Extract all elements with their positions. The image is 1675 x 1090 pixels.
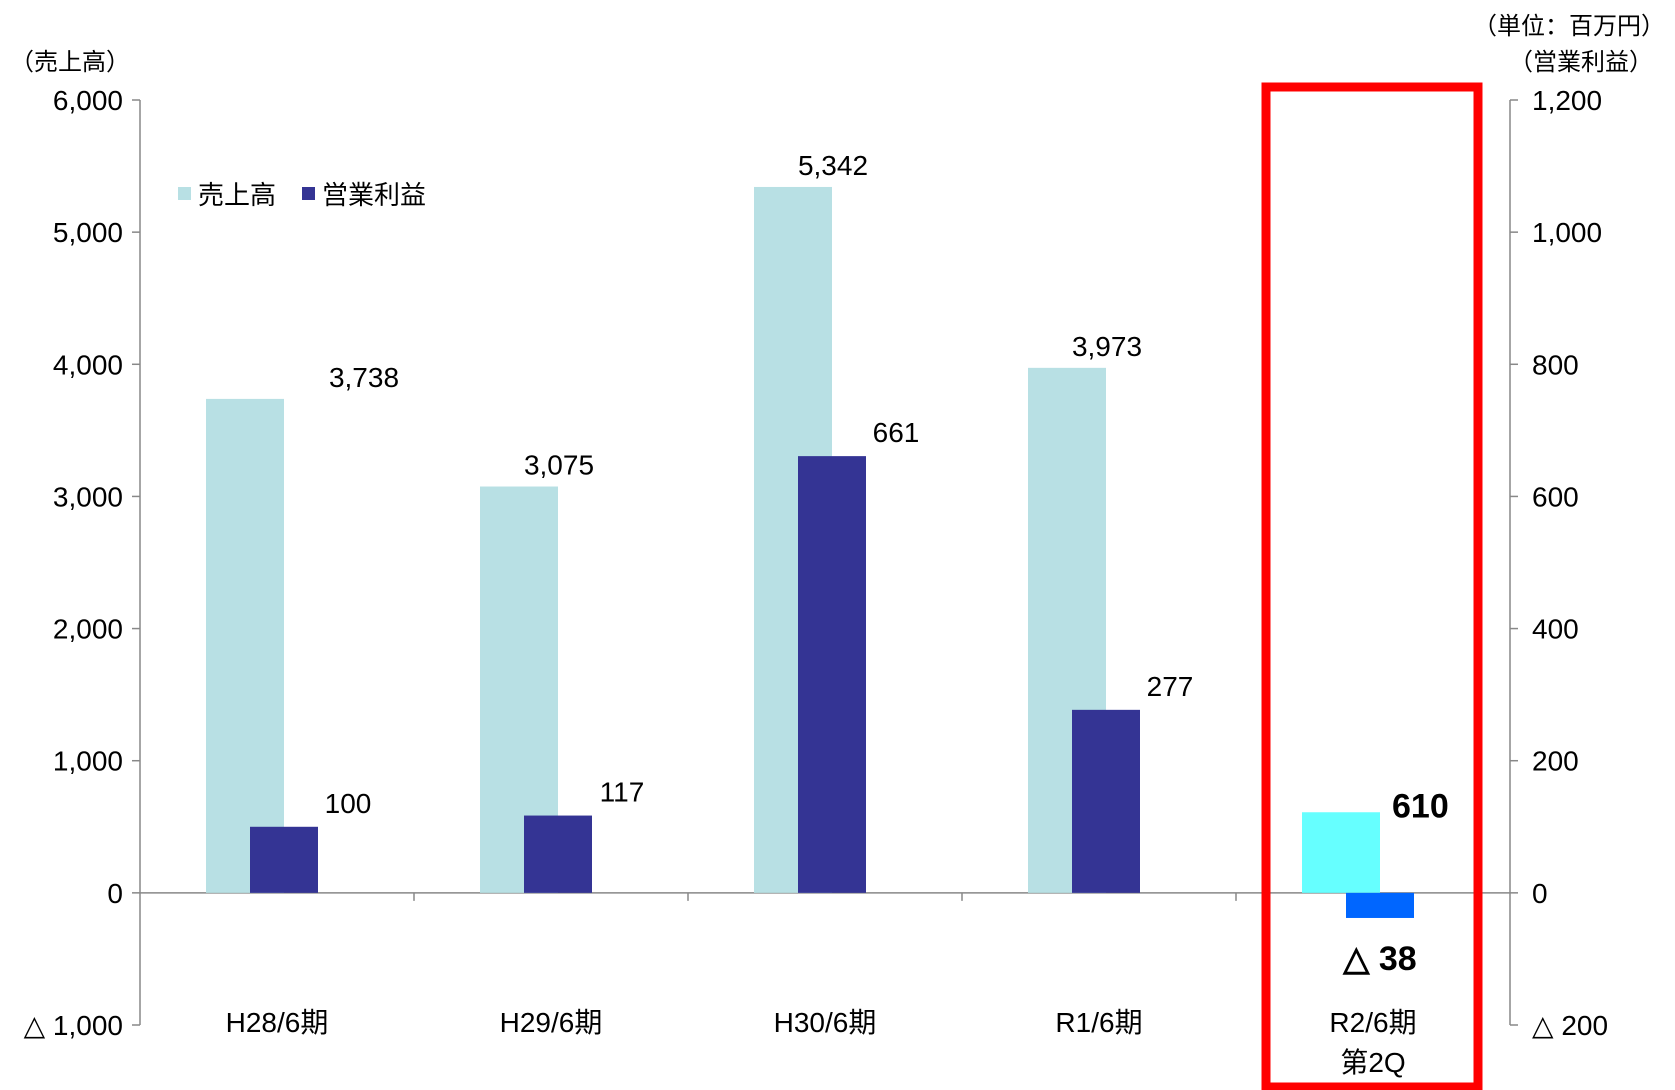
category-label: 第2Q <box>1340 1047 1405 1078</box>
sales-data-label: 3,075 <box>524 450 594 481</box>
left-axis-tick-label: 4,000 <box>53 349 123 380</box>
operating-profit-bar <box>250 826 318 893</box>
right-axis-tick-label: 1,000 <box>1532 217 1602 248</box>
operating-profit-data-label: 277 <box>1147 671 1194 702</box>
legend-label-sales: 売上高 <box>198 181 277 211</box>
right-axis-tick-label: 600 <box>1532 481 1579 512</box>
left-axis-tick-label: 2,000 <box>53 614 123 645</box>
legend-swatch-sales <box>178 187 191 200</box>
sales-bar <box>206 398 284 893</box>
left-axis-title: （売上高） <box>10 48 130 76</box>
sales-data-label: 5,342 <box>798 150 868 181</box>
category-label: R1/6期 <box>1055 1007 1142 1038</box>
right-axis-tick-label: 800 <box>1532 349 1579 380</box>
operating-profit-bar <box>1072 709 1140 893</box>
operating-profit-data-label: 117 <box>600 777 645 808</box>
right-axis-tick-label: 1,200 <box>1532 85 1602 116</box>
category-label: R2/6期 <box>1329 1007 1416 1038</box>
left-axis-tick-label: 5,000 <box>53 217 123 248</box>
operating-profit-data-label: 100 <box>325 788 372 819</box>
right-axis-tick-label: 0 <box>1532 878 1548 909</box>
sales-data-label: 3,973 <box>1072 331 1142 362</box>
legend-item-sales: 売上高 <box>178 175 276 212</box>
operating-profit-bar <box>798 456 866 893</box>
operating-profit-bar <box>524 815 592 893</box>
left-axis-tick-label: △ 1,000 <box>24 1010 123 1041</box>
legend-label-operating-profit: 営業利益 <box>322 181 427 211</box>
left-axis-tick-label: 0 <box>107 878 123 909</box>
right-axis-tick-label: 200 <box>1532 746 1579 777</box>
category-label: H29/6期 <box>500 1007 603 1038</box>
highlight-box <box>1261 82 1483 1090</box>
category-label: H28/6期 <box>226 1007 329 1038</box>
sales-data-label: 610 <box>1392 787 1449 825</box>
legend-swatch-operating-profit <box>302 187 316 200</box>
operating-profit-data-label: 661 <box>873 417 920 448</box>
left-axis-tick-label: 6,000 <box>53 85 123 116</box>
operating-profit-data-label: △ 38 <box>1342 940 1416 978</box>
left-axis-tick-label: 1,000 <box>53 746 123 777</box>
operating-profit-bar <box>1346 892 1414 918</box>
sales-bar <box>1302 812 1380 893</box>
right-axis-tick-label: △ 200 <box>1532 1010 1608 1041</box>
unit-label: （単位：百万円） <box>1473 12 1665 40</box>
category-label: H30/6期 <box>774 1007 877 1038</box>
right-axis-title: （営業利益） <box>1509 48 1653 76</box>
left-axis-tick-label: 3,000 <box>53 481 123 512</box>
legend: 売上高 営業利益 <box>178 175 452 212</box>
right-axis-tick-label: 400 <box>1532 614 1579 645</box>
sales-data-label: 3,738 <box>329 362 399 393</box>
legend-item-operating-profit: 営業利益 <box>302 175 426 212</box>
